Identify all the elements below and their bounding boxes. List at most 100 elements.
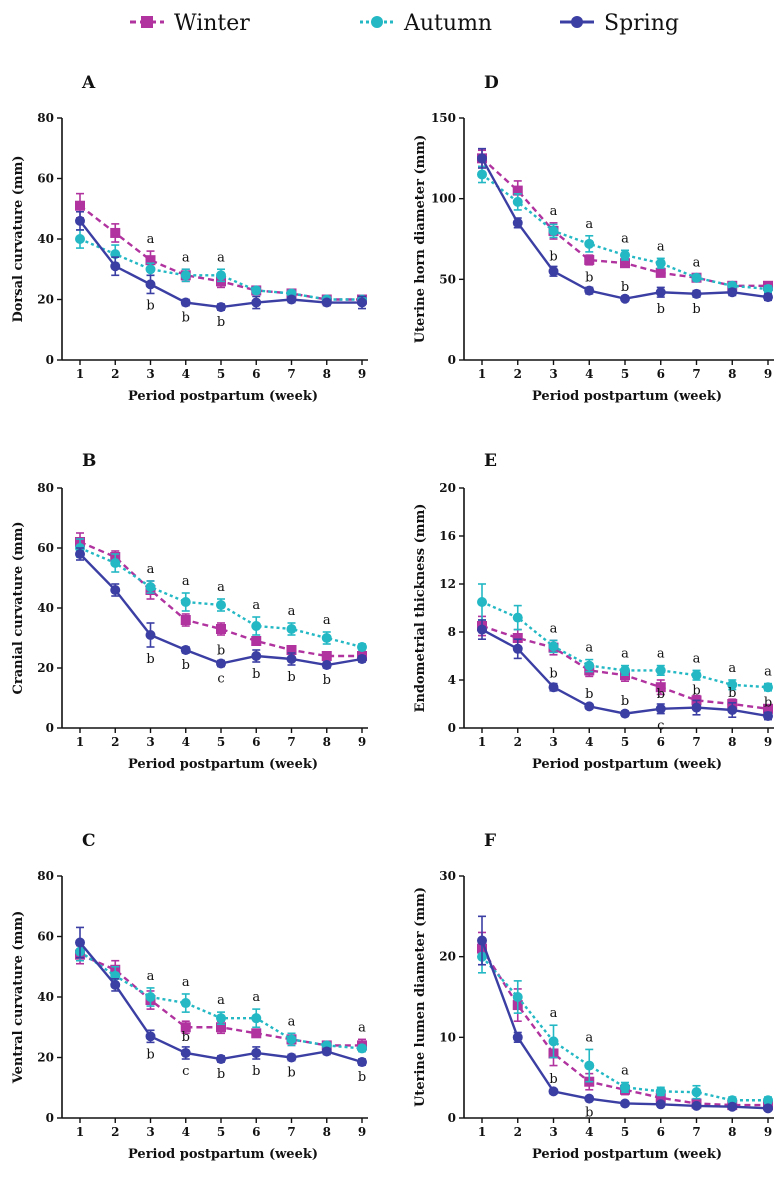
data-point <box>477 624 487 635</box>
significance-label: a <box>621 647 629 662</box>
significance-label: a <box>693 255 701 270</box>
significance-label: a <box>728 661 736 676</box>
y-tick-label: 10 <box>439 1030 456 1044</box>
y-tick-label: 0 <box>46 353 54 367</box>
panel-letter: F <box>484 831 496 851</box>
significance-label: a <box>764 665 772 680</box>
data-point <box>145 992 156 1002</box>
x-tick-label: 4 <box>182 1125 190 1139</box>
significance-label: a <box>585 217 593 232</box>
significance-label: a <box>182 975 190 990</box>
data-point <box>110 979 121 990</box>
significance-label: b <box>182 311 190 326</box>
significance-label: b <box>728 686 736 701</box>
y-tick-label: 40 <box>37 601 54 615</box>
x-axis-label: Period postpartum (week) <box>128 1147 318 1162</box>
series-winter <box>75 192 367 305</box>
x-tick-label: 4 <box>585 1125 593 1139</box>
x-tick-label: 9 <box>764 367 772 381</box>
x-tick-label: 6 <box>252 1125 260 1139</box>
y-tick-label: 40 <box>37 990 54 1004</box>
significance-label: b <box>217 315 225 330</box>
data-point <box>763 292 773 303</box>
x-tick-label: 3 <box>146 367 154 381</box>
data-point <box>251 1013 262 1024</box>
significance-label: b <box>692 683 700 698</box>
data-point <box>763 1103 773 1114</box>
x-tick-label: 2 <box>111 367 119 381</box>
x-axis-label: Period postpartum (week) <box>128 757 318 772</box>
data-point <box>145 630 156 640</box>
data-point <box>584 701 595 712</box>
significance-label: b <box>217 644 225 659</box>
x-tick-label: 9 <box>764 1125 772 1139</box>
significance-label: a <box>217 580 225 595</box>
x-tick-label: 4 <box>182 367 190 381</box>
data-point <box>655 1086 666 1097</box>
data-point <box>548 682 559 693</box>
legend-circle-marker <box>571 16 583 28</box>
legend-item-winter: Winter <box>130 11 250 36</box>
y-tick-label: 0 <box>448 353 456 367</box>
data-point <box>620 250 630 261</box>
x-tick-label: 1 <box>478 735 486 749</box>
x-tick-label: 4 <box>585 735 593 749</box>
series-spring <box>75 210 367 313</box>
x-tick-label: 7 <box>287 1125 295 1139</box>
data-point <box>655 287 666 298</box>
y-tick-label: 60 <box>37 930 54 944</box>
significance-label: a <box>657 647 665 662</box>
significance-label: b <box>182 658 190 673</box>
x-tick-label: 7 <box>287 367 295 381</box>
y-tick-label: 16 <box>439 529 456 543</box>
significance-label: a <box>657 239 665 254</box>
significance-label: b <box>549 1072 557 1087</box>
series-line <box>480 157 769 300</box>
significance-label: b <box>217 1067 225 1082</box>
panel-b: B 0 20 40 60 80 1 2 3 4 5 6 7 8 9 Period postpartum (we… <box>11 451 368 772</box>
x-axis-label: Period postpartum (week) <box>532 1147 722 1162</box>
data-point <box>691 702 702 713</box>
data-point <box>512 612 523 623</box>
significance-label: b <box>323 673 331 688</box>
y-tick-label: 8 <box>448 625 456 639</box>
data-point <box>620 708 630 719</box>
significance-label: a <box>621 1064 629 1079</box>
data-point <box>763 711 773 721</box>
legend-label: Spring <box>604 11 679 36</box>
panel-letter: E <box>484 451 497 471</box>
significance-label: b <box>585 1105 593 1120</box>
data-point <box>75 234 85 244</box>
data-point <box>620 1098 630 1109</box>
data-point <box>286 645 297 655</box>
significance-label: a <box>550 621 558 636</box>
significance-label: c <box>657 719 664 734</box>
significance-label: b <box>621 280 629 295</box>
y-axis-label: Cranial curvature (mm) <box>11 521 26 694</box>
data-point <box>691 1100 702 1111</box>
panel-letter: D <box>484 73 499 93</box>
panel-letter: C <box>82 831 96 851</box>
data-point <box>477 935 487 946</box>
data-point <box>251 621 262 631</box>
x-tick-label: 6 <box>657 1125 665 1139</box>
y-tick-label: 20 <box>439 950 456 964</box>
significance-label: a <box>323 613 331 628</box>
significance-label: c <box>182 1064 189 1079</box>
data-point <box>180 597 191 607</box>
data-point <box>548 266 559 277</box>
y-tick-label: 40 <box>37 232 54 246</box>
data-point <box>512 217 523 228</box>
y-tick-label: 60 <box>37 172 54 186</box>
data-point <box>357 654 367 664</box>
data-point <box>180 297 191 308</box>
legend-item-autumn: Autumn <box>360 11 492 36</box>
data-point <box>763 1095 773 1106</box>
data-point <box>251 651 262 661</box>
y-tick-label: 50 <box>439 272 456 286</box>
data-point <box>548 1086 559 1097</box>
y-tick-label: 0 <box>448 721 456 735</box>
data-point <box>180 998 191 1009</box>
data-point <box>357 297 367 308</box>
x-tick-label: 6 <box>252 735 260 749</box>
